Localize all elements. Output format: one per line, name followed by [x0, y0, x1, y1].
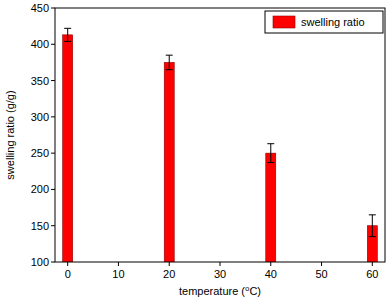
error-line — [67, 28, 68, 41]
marks — [63, 28, 378, 262]
y-tick-label: 350 — [31, 75, 49, 87]
x-tick — [169, 262, 170, 266]
x-tick — [220, 262, 221, 266]
y-tick-label: 200 — [31, 183, 49, 195]
y-tick — [51, 44, 55, 45]
y-axis-label: swelling ratio (g/g) — [4, 90, 16, 179]
error-cap — [64, 41, 71, 42]
bar — [266, 153, 276, 262]
x-axis-label: temperature (⁰C) — [179, 285, 261, 297]
legend: swelling ratio — [265, 11, 383, 33]
bar — [164, 62, 174, 262]
y-tick-label: 250 — [31, 147, 49, 159]
error-cap — [267, 162, 274, 163]
legend-label: swelling ratio — [301, 16, 365, 28]
legend-swatch — [273, 16, 295, 28]
x-tick-label: 20 — [163, 268, 175, 280]
y-tick-label: 400 — [31, 38, 49, 50]
error-bar — [369, 215, 376, 237]
y-tick — [51, 116, 55, 117]
error-cap — [166, 55, 173, 56]
chart-root: 100 150 200 250 300 350 400 450 0 10 20 30 40 50 60 tem… — [0, 0, 392, 304]
x-tick — [118, 262, 119, 266]
legend-box — [265, 11, 383, 33]
error-bar — [64, 28, 71, 41]
error-bar — [267, 144, 274, 163]
x-tick — [67, 262, 68, 266]
error-bar — [166, 55, 173, 70]
error-line — [372, 215, 373, 237]
x-tick-label: 10 — [112, 268, 124, 280]
error-cap — [267, 143, 274, 144]
error-line — [169, 55, 170, 70]
x-tick-label: 50 — [315, 268, 327, 280]
error-cap — [369, 236, 376, 237]
x-tick-label: 0 — [65, 268, 71, 280]
y-tick — [51, 80, 55, 81]
error-cap — [166, 69, 173, 70]
y-tick-label: 450 — [31, 2, 49, 14]
x-tick-label: 30 — [214, 268, 226, 280]
error-cap — [369, 214, 376, 215]
bar — [63, 35, 73, 262]
y-tick-label: 300 — [31, 111, 49, 123]
error-line — [270, 144, 271, 163]
x-tick — [270, 262, 271, 266]
x-tick-label: 40 — [265, 268, 277, 280]
x-tick — [321, 262, 322, 266]
x-tick-label: 60 — [366, 268, 378, 280]
y-tick — [51, 189, 55, 190]
y-tick — [51, 225, 55, 226]
y-tick-label: 100 — [31, 256, 49, 268]
x-tick — [372, 262, 373, 266]
plot-frame — [55, 8, 385, 262]
chart-svg: 100 150 200 250 300 350 400 450 0 10 20 30 40 50 60 tem… — [0, 0, 392, 304]
y-tick — [51, 8, 55, 9]
y-tick-label: 150 — [31, 220, 49, 232]
y-tick — [51, 262, 55, 263]
y-tick — [51, 153, 55, 154]
error-cap — [64, 28, 71, 29]
